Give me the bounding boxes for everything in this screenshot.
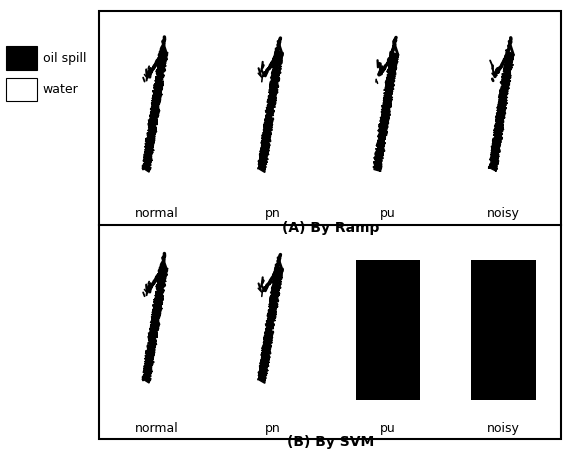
Polygon shape xyxy=(373,52,399,172)
Polygon shape xyxy=(488,50,514,171)
Text: pn: pn xyxy=(265,207,281,220)
Text: (A) By Ramp: (A) By Ramp xyxy=(282,221,379,235)
Polygon shape xyxy=(142,265,168,383)
Text: noisy: noisy xyxy=(487,422,520,435)
Text: pu: pu xyxy=(380,422,396,435)
Bar xyxy=(471,260,536,400)
Polygon shape xyxy=(258,264,283,383)
Text: pn: pn xyxy=(265,422,281,435)
Text: water: water xyxy=(43,83,78,96)
Bar xyxy=(356,260,420,400)
Bar xyxy=(6,46,37,70)
Text: oil spill: oil spill xyxy=(43,52,86,64)
Polygon shape xyxy=(142,49,168,172)
Bar xyxy=(6,78,37,101)
Text: normal: normal xyxy=(135,207,179,220)
Text: noisy: noisy xyxy=(487,207,520,220)
Text: normal: normal xyxy=(135,422,179,435)
Bar xyxy=(99,11,561,439)
Text: (B) By SVM: (B) By SVM xyxy=(287,435,374,450)
Text: pu: pu xyxy=(380,207,396,220)
Polygon shape xyxy=(258,48,283,172)
